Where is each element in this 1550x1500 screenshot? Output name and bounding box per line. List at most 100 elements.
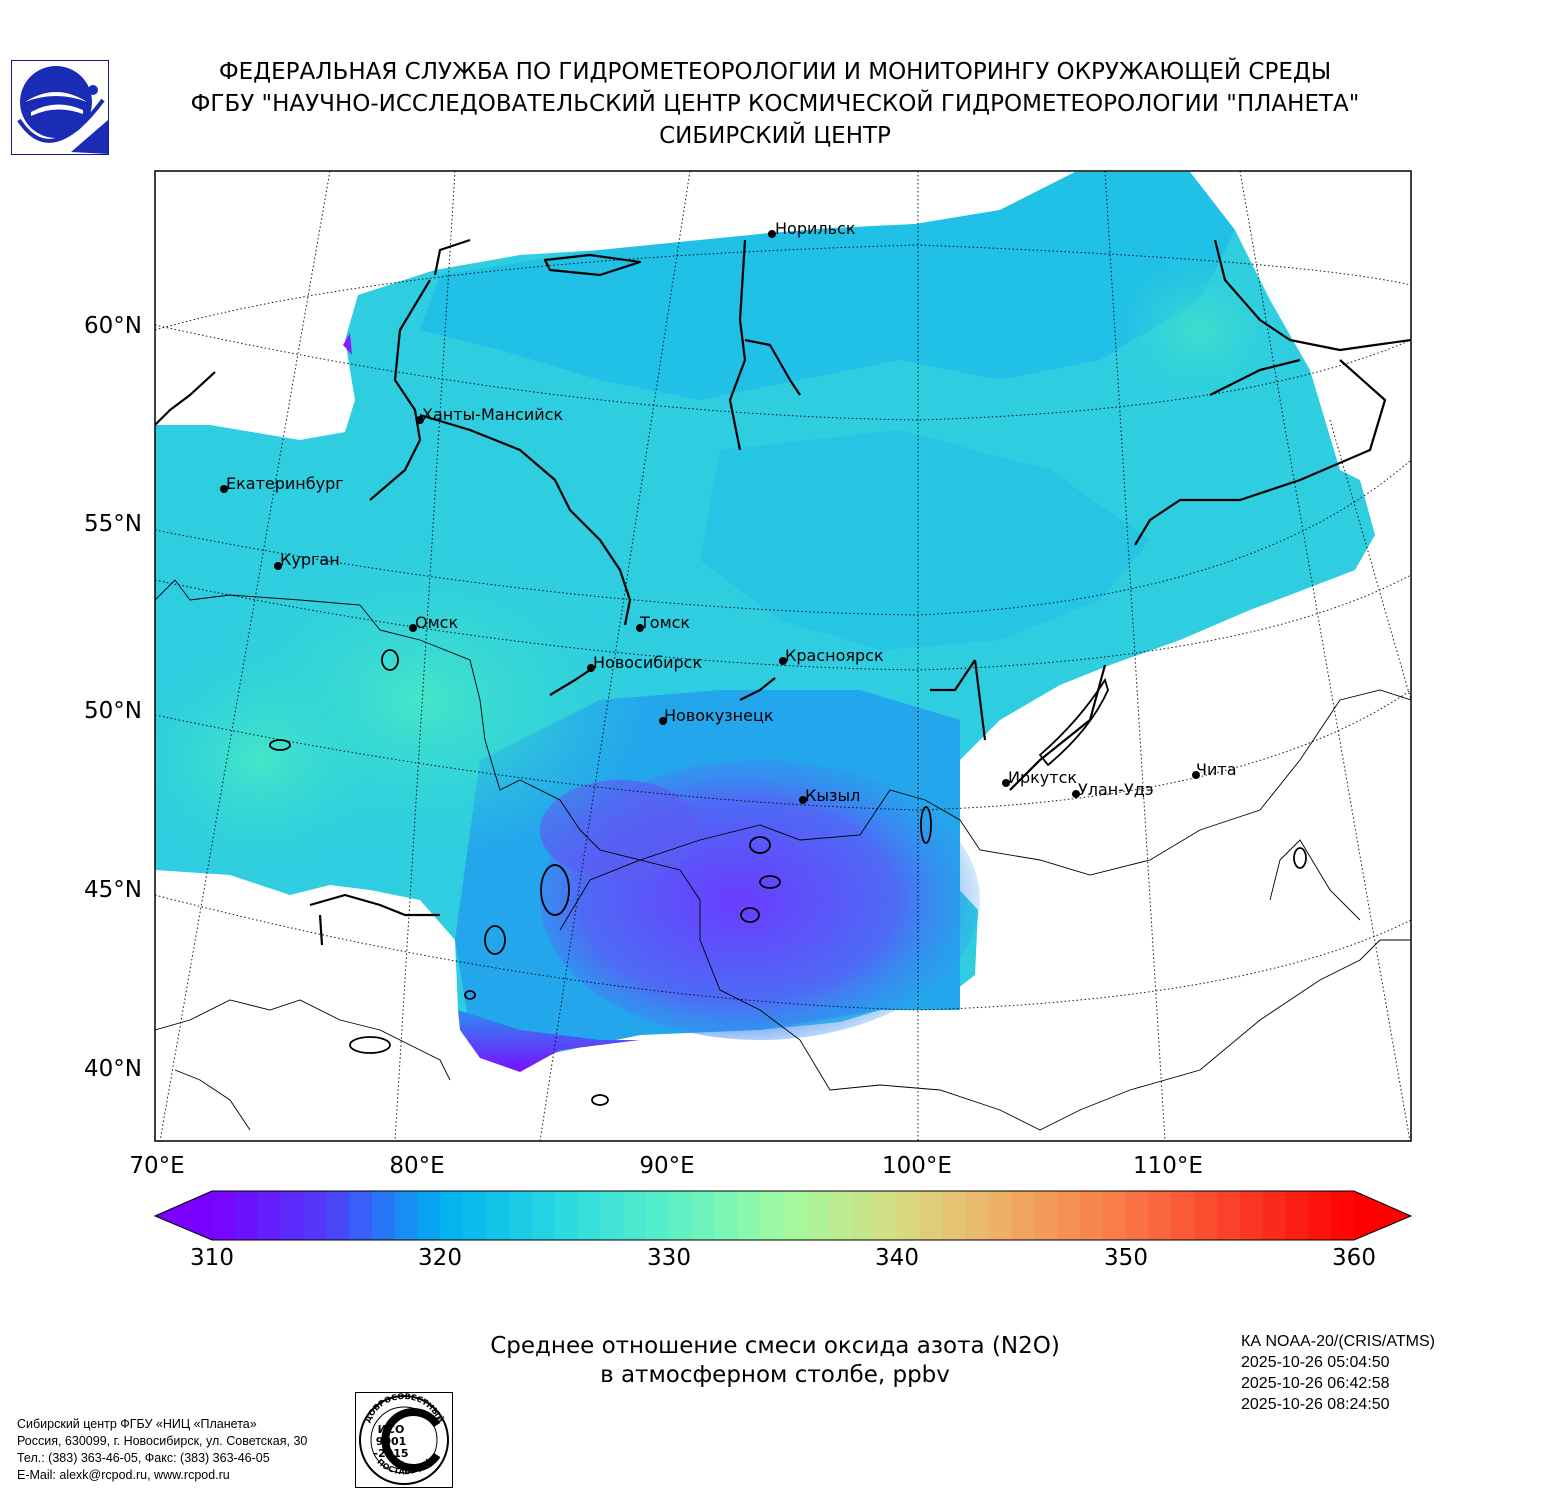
city-label-novokuznetsk: Новокузнецк bbox=[664, 706, 774, 725]
colorbar-tick-360: 360 bbox=[1332, 1245, 1376, 1271]
colorbar-segment bbox=[577, 1191, 601, 1240]
header-line-2: ФГБУ "НАУЧНО-ИССЛЕДОВАТЕЛЬСКИЙ ЦЕНТР КОС… bbox=[190, 91, 1360, 117]
city-label-chita: Чита bbox=[1196, 760, 1237, 779]
colorbar-segment bbox=[714, 1191, 738, 1240]
chart-title-line-1: Среднее отношение смеси оксида азота (N2… bbox=[490, 1333, 1060, 1359]
colorbar-segment bbox=[600, 1191, 624, 1240]
colorbar-segment bbox=[440, 1191, 464, 1240]
colorbar-segment bbox=[371, 1191, 396, 1240]
colorbar-segment bbox=[1102, 1191, 1127, 1240]
footer-org: Сибирский центр ФГБУ «НИЦ «Планета» bbox=[17, 1417, 257, 1431]
iso-text-1: ИСО bbox=[378, 1423, 405, 1436]
lon-label-90: 90°E bbox=[639, 1153, 695, 1179]
colorbar-segment bbox=[303, 1191, 327, 1240]
colorbar-segment bbox=[326, 1191, 350, 1240]
colorbar-outline bbox=[153, 1190, 1413, 1241]
colorbar-segment bbox=[988, 1191, 1012, 1240]
colorbar-segment bbox=[1011, 1191, 1035, 1240]
colorbar-segment bbox=[965, 1191, 990, 1240]
city-label-khanty-mansiysk: Ханты-Мансийск bbox=[422, 405, 563, 424]
colorbar-segment bbox=[531, 1191, 556, 1240]
footer-address: Россия, 630099, г. Новосибирск, ул. Сове… bbox=[17, 1434, 308, 1448]
city-label-irkutsk: Иркутск bbox=[1008, 768, 1077, 787]
colorbar-segment bbox=[349, 1191, 373, 1240]
city-label-kurgan: Курган bbox=[280, 550, 340, 569]
iso-text-2: 9001 bbox=[376, 1435, 407, 1448]
colorbar-segment bbox=[920, 1191, 944, 1240]
lon-label-110: 110°E bbox=[1133, 1153, 1203, 1179]
colorbar-segment bbox=[760, 1191, 784, 1240]
lat-label-50: 50°N bbox=[84, 698, 142, 724]
colorbar-segment bbox=[691, 1191, 716, 1240]
colorbar-segment bbox=[851, 1191, 875, 1240]
colorbar-segment bbox=[828, 1191, 853, 1240]
colorbar-tick-350: 350 bbox=[1104, 1245, 1148, 1271]
colorbar-tick-340: 340 bbox=[875, 1245, 919, 1271]
colorbar-segment bbox=[1079, 1191, 1104, 1240]
city-label-tomsk: Томск bbox=[639, 613, 690, 632]
colorbar-segment bbox=[417, 1191, 441, 1240]
colorbar-tick-320: 320 bbox=[418, 1245, 462, 1271]
header-line-3: СИБИРСКИЙ ЦЕНТР bbox=[659, 123, 891, 149]
colorbar-segment bbox=[783, 1191, 807, 1240]
colorbar-segment bbox=[1125, 1191, 1150, 1240]
city-label-novosibirsk: Новосибирск bbox=[593, 653, 702, 672]
colorbar-segment bbox=[1034, 1191, 1058, 1240]
city-label-ekaterinburg: Екатеринбург bbox=[226, 474, 344, 493]
colorbar-segment bbox=[668, 1191, 693, 1240]
colorbar-segment bbox=[737, 1191, 761, 1240]
city-label-norilsk: Норильск bbox=[775, 219, 856, 238]
lat-label-60: 60°N bbox=[84, 313, 142, 339]
colorbar-segment bbox=[394, 1191, 419, 1240]
pass-time-1: 2025-10-26 05:04:50 bbox=[1241, 1354, 1390, 1371]
footer-phone: Тел.: (383) 363-46-05, Факс: (383) 363-4… bbox=[17, 1451, 270, 1465]
colorbar-segment bbox=[1285, 1191, 1309, 1240]
colorbar-segment bbox=[1171, 1191, 1195, 1240]
colorbar-segment bbox=[257, 1191, 282, 1240]
colorbar-segment bbox=[1194, 1191, 1218, 1240]
colorbar-segment bbox=[1216, 1191, 1241, 1240]
colorbar-max-extend bbox=[1354, 1191, 1411, 1240]
colorbar-segment bbox=[942, 1191, 967, 1240]
colorbar-segment bbox=[463, 1191, 487, 1240]
colorbar-min-extend bbox=[155, 1191, 212, 1240]
lon-label-80: 80°E bbox=[389, 1153, 445, 1179]
colorbar-segment bbox=[897, 1191, 921, 1240]
colorbar-segment bbox=[1262, 1191, 1287, 1240]
lon-label-100: 100°E bbox=[882, 1153, 952, 1179]
colorbar-segment bbox=[280, 1191, 304, 1240]
colorbar-segment bbox=[874, 1191, 898, 1240]
lat-label-45: 45°N bbox=[84, 877, 142, 903]
colorbar-segment bbox=[234, 1191, 259, 1240]
colorbar-tick-330: 330 bbox=[647, 1245, 691, 1271]
planeta-logo bbox=[11, 60, 109, 155]
colorbar-segment bbox=[805, 1191, 830, 1240]
satellite-name: КА NOAA-20/(CRIS/ATMS) bbox=[1241, 1333, 1435, 1350]
colorbar-segment bbox=[623, 1191, 647, 1240]
lon-label-70: 70°E bbox=[129, 1153, 185, 1179]
lat-label-40: 40°N bbox=[84, 1056, 142, 1082]
n2o-map: Норильск Ханты-Мансийск Екатеринбург Кур… bbox=[153, 170, 1413, 1241]
header-line-1: ФЕДЕРАЛЬНАЯ СЛУЖБА ПО ГИДРОМЕТЕОРОЛОГИИ … bbox=[218, 59, 1332, 85]
colorbar-tick-310: 310 bbox=[190, 1245, 234, 1271]
lat-label-55: 55°N bbox=[84, 511, 142, 537]
colorbar-segment bbox=[508, 1191, 533, 1240]
pass-time-2: 2025-10-26 06:42:58 bbox=[1241, 1375, 1390, 1392]
colorbar-segment bbox=[1239, 1191, 1264, 1240]
colorbar-segment bbox=[212, 1191, 236, 1240]
colorbar-segment bbox=[1148, 1191, 1172, 1240]
pass-time-3: 2025-10-26 08:24:50 bbox=[1241, 1396, 1390, 1413]
colorbar bbox=[155, 1191, 1411, 1240]
city-label-krasnoyarsk: Красноярск bbox=[785, 646, 884, 665]
footer-email: E-Mail: alexk@rcpod.ru, www.rcpod.ru bbox=[17, 1468, 230, 1482]
city-markers: Норильск Ханты-Мансийск Екатеринбург Кур… bbox=[220, 219, 1237, 805]
colorbar-segment bbox=[486, 1191, 510, 1240]
map-frame bbox=[154, 170, 1412, 1142]
city-label-kyzyl: Кызыл bbox=[805, 786, 860, 805]
colorbar-segment bbox=[1308, 1191, 1332, 1240]
colorbar-segment bbox=[1331, 1191, 1355, 1240]
iso-badge: ДОБРОСОВЕСТНЫЙ ПОСТАВЩИК ИСО 9001 -2015 bbox=[355, 1392, 453, 1488]
colorbar-segment bbox=[645, 1191, 670, 1240]
city-label-ulan-ude: Улан-Удэ bbox=[1078, 780, 1154, 799]
colorbar-segment bbox=[554, 1191, 579, 1240]
